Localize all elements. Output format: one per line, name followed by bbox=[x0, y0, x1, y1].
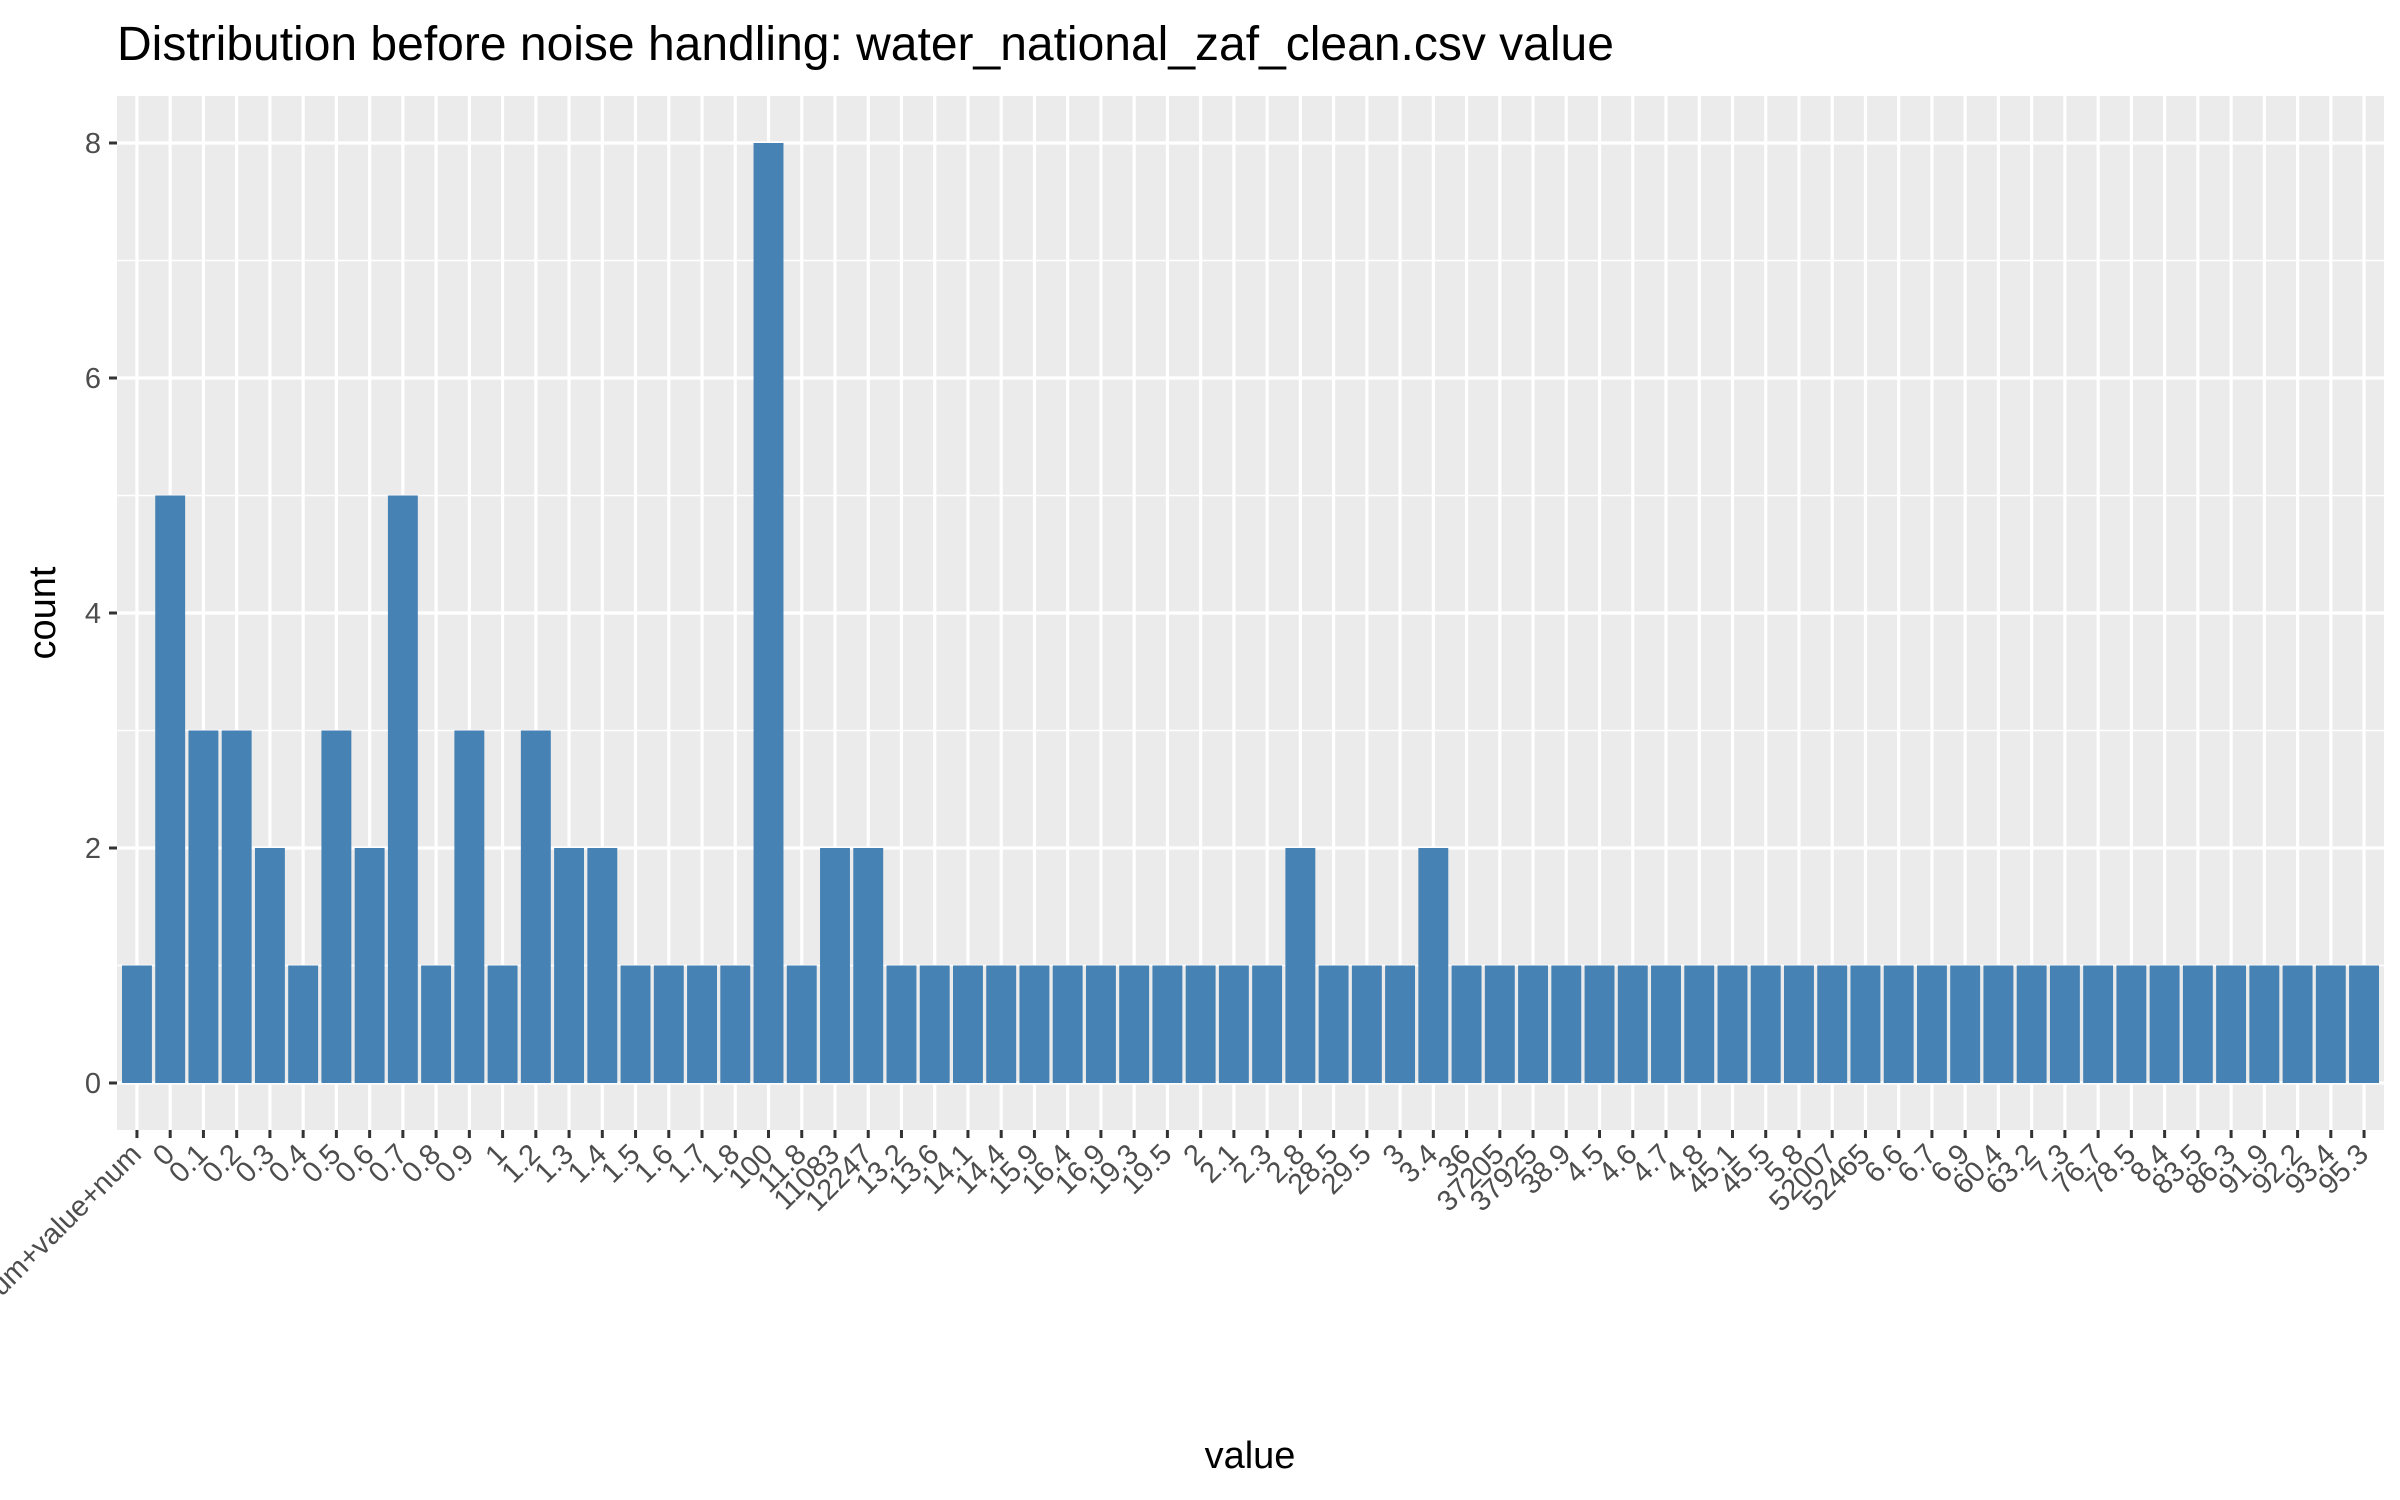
y-tick-label: 8 bbox=[85, 128, 101, 160]
bar bbox=[2149, 965, 2180, 1083]
bar bbox=[2216, 965, 2247, 1083]
bar bbox=[786, 965, 817, 1083]
bar bbox=[2083, 965, 2114, 1083]
bar bbox=[288, 965, 319, 1083]
bar bbox=[1684, 965, 1715, 1083]
bar bbox=[1085, 965, 1116, 1083]
bars bbox=[121, 143, 2380, 1083]
bar bbox=[720, 965, 751, 1083]
y-tick-label: 6 bbox=[85, 363, 101, 395]
bar bbox=[1451, 965, 1482, 1083]
bar bbox=[620, 965, 651, 1083]
bar bbox=[1351, 965, 1382, 1083]
bar bbox=[321, 730, 352, 1083]
bar bbox=[1950, 965, 1981, 1083]
bar bbox=[1418, 848, 1449, 1083]
bar bbox=[2249, 965, 2280, 1083]
bar bbox=[2182, 965, 2213, 1083]
bar bbox=[1916, 965, 1947, 1083]
bar bbox=[886, 965, 917, 1083]
bar bbox=[121, 965, 152, 1083]
bar bbox=[188, 730, 219, 1083]
bar bbox=[986, 965, 1017, 1083]
bar bbox=[653, 965, 684, 1083]
bar bbox=[1784, 965, 1814, 1083]
y-axis-title: count bbox=[22, 566, 64, 659]
bar bbox=[1484, 965, 1515, 1083]
bar bbox=[1584, 965, 1615, 1083]
y-tick-label: 2 bbox=[85, 833, 101, 865]
bar bbox=[587, 848, 618, 1083]
bar bbox=[820, 848, 850, 1083]
bar bbox=[554, 848, 585, 1083]
x-axis-title: value bbox=[1205, 1435, 1296, 1477]
bar bbox=[221, 730, 252, 1083]
bar bbox=[1850, 965, 1881, 1083]
bar bbox=[919, 965, 950, 1083]
bar bbox=[2282, 965, 2313, 1083]
bar bbox=[1883, 965, 1914, 1083]
bar bbox=[853, 848, 884, 1083]
x-axis: num+value+num 00.10.20.30.40.50.60.70.80.… bbox=[0, 1130, 2375, 1314]
bar bbox=[387, 495, 418, 1083]
bar bbox=[1551, 965, 1582, 1083]
bar bbox=[1218, 965, 1249, 1083]
x-tick-label: num+value+num bbox=[0, 1138, 148, 1313]
bar bbox=[421, 965, 452, 1083]
bar bbox=[1052, 965, 1083, 1083]
bar bbox=[1019, 965, 1050, 1083]
chart-title: Distribution before noise handling: wate… bbox=[117, 18, 1614, 71]
bar bbox=[1518, 965, 1549, 1083]
bar bbox=[1651, 965, 1681, 1083]
bar bbox=[1617, 965, 1648, 1083]
bar bbox=[254, 848, 285, 1083]
bar bbox=[2116, 965, 2147, 1083]
bar bbox=[1983, 965, 2014, 1083]
bar bbox=[1119, 965, 1150, 1083]
y-axis: 0 2 4 6 8 bbox=[85, 128, 117, 1100]
bar bbox=[520, 730, 551, 1083]
bar bbox=[952, 965, 983, 1083]
bar bbox=[1252, 965, 1283, 1083]
bar bbox=[1285, 848, 1316, 1083]
bar bbox=[1750, 965, 1781, 1083]
x-tick-label: 0.9 bbox=[429, 1138, 480, 1189]
bar bbox=[1152, 965, 1183, 1083]
bar bbox=[487, 965, 518, 1083]
bar bbox=[1717, 965, 1748, 1083]
bar bbox=[1385, 965, 1416, 1083]
bar bbox=[2315, 965, 2346, 1083]
bar bbox=[2349, 965, 2380, 1083]
bar bbox=[1318, 965, 1349, 1083]
bar bbox=[687, 965, 717, 1083]
y-tick-label: 0 bbox=[85, 1068, 101, 1100]
bar bbox=[1185, 965, 1216, 1083]
bar bbox=[155, 495, 186, 1083]
bar bbox=[2016, 965, 2047, 1083]
y-tick-label: 4 bbox=[85, 598, 101, 630]
bar bbox=[354, 848, 385, 1083]
bar bbox=[753, 143, 784, 1083]
bar bbox=[1817, 965, 1848, 1083]
bar bbox=[2049, 965, 2080, 1083]
bar bbox=[454, 730, 485, 1083]
